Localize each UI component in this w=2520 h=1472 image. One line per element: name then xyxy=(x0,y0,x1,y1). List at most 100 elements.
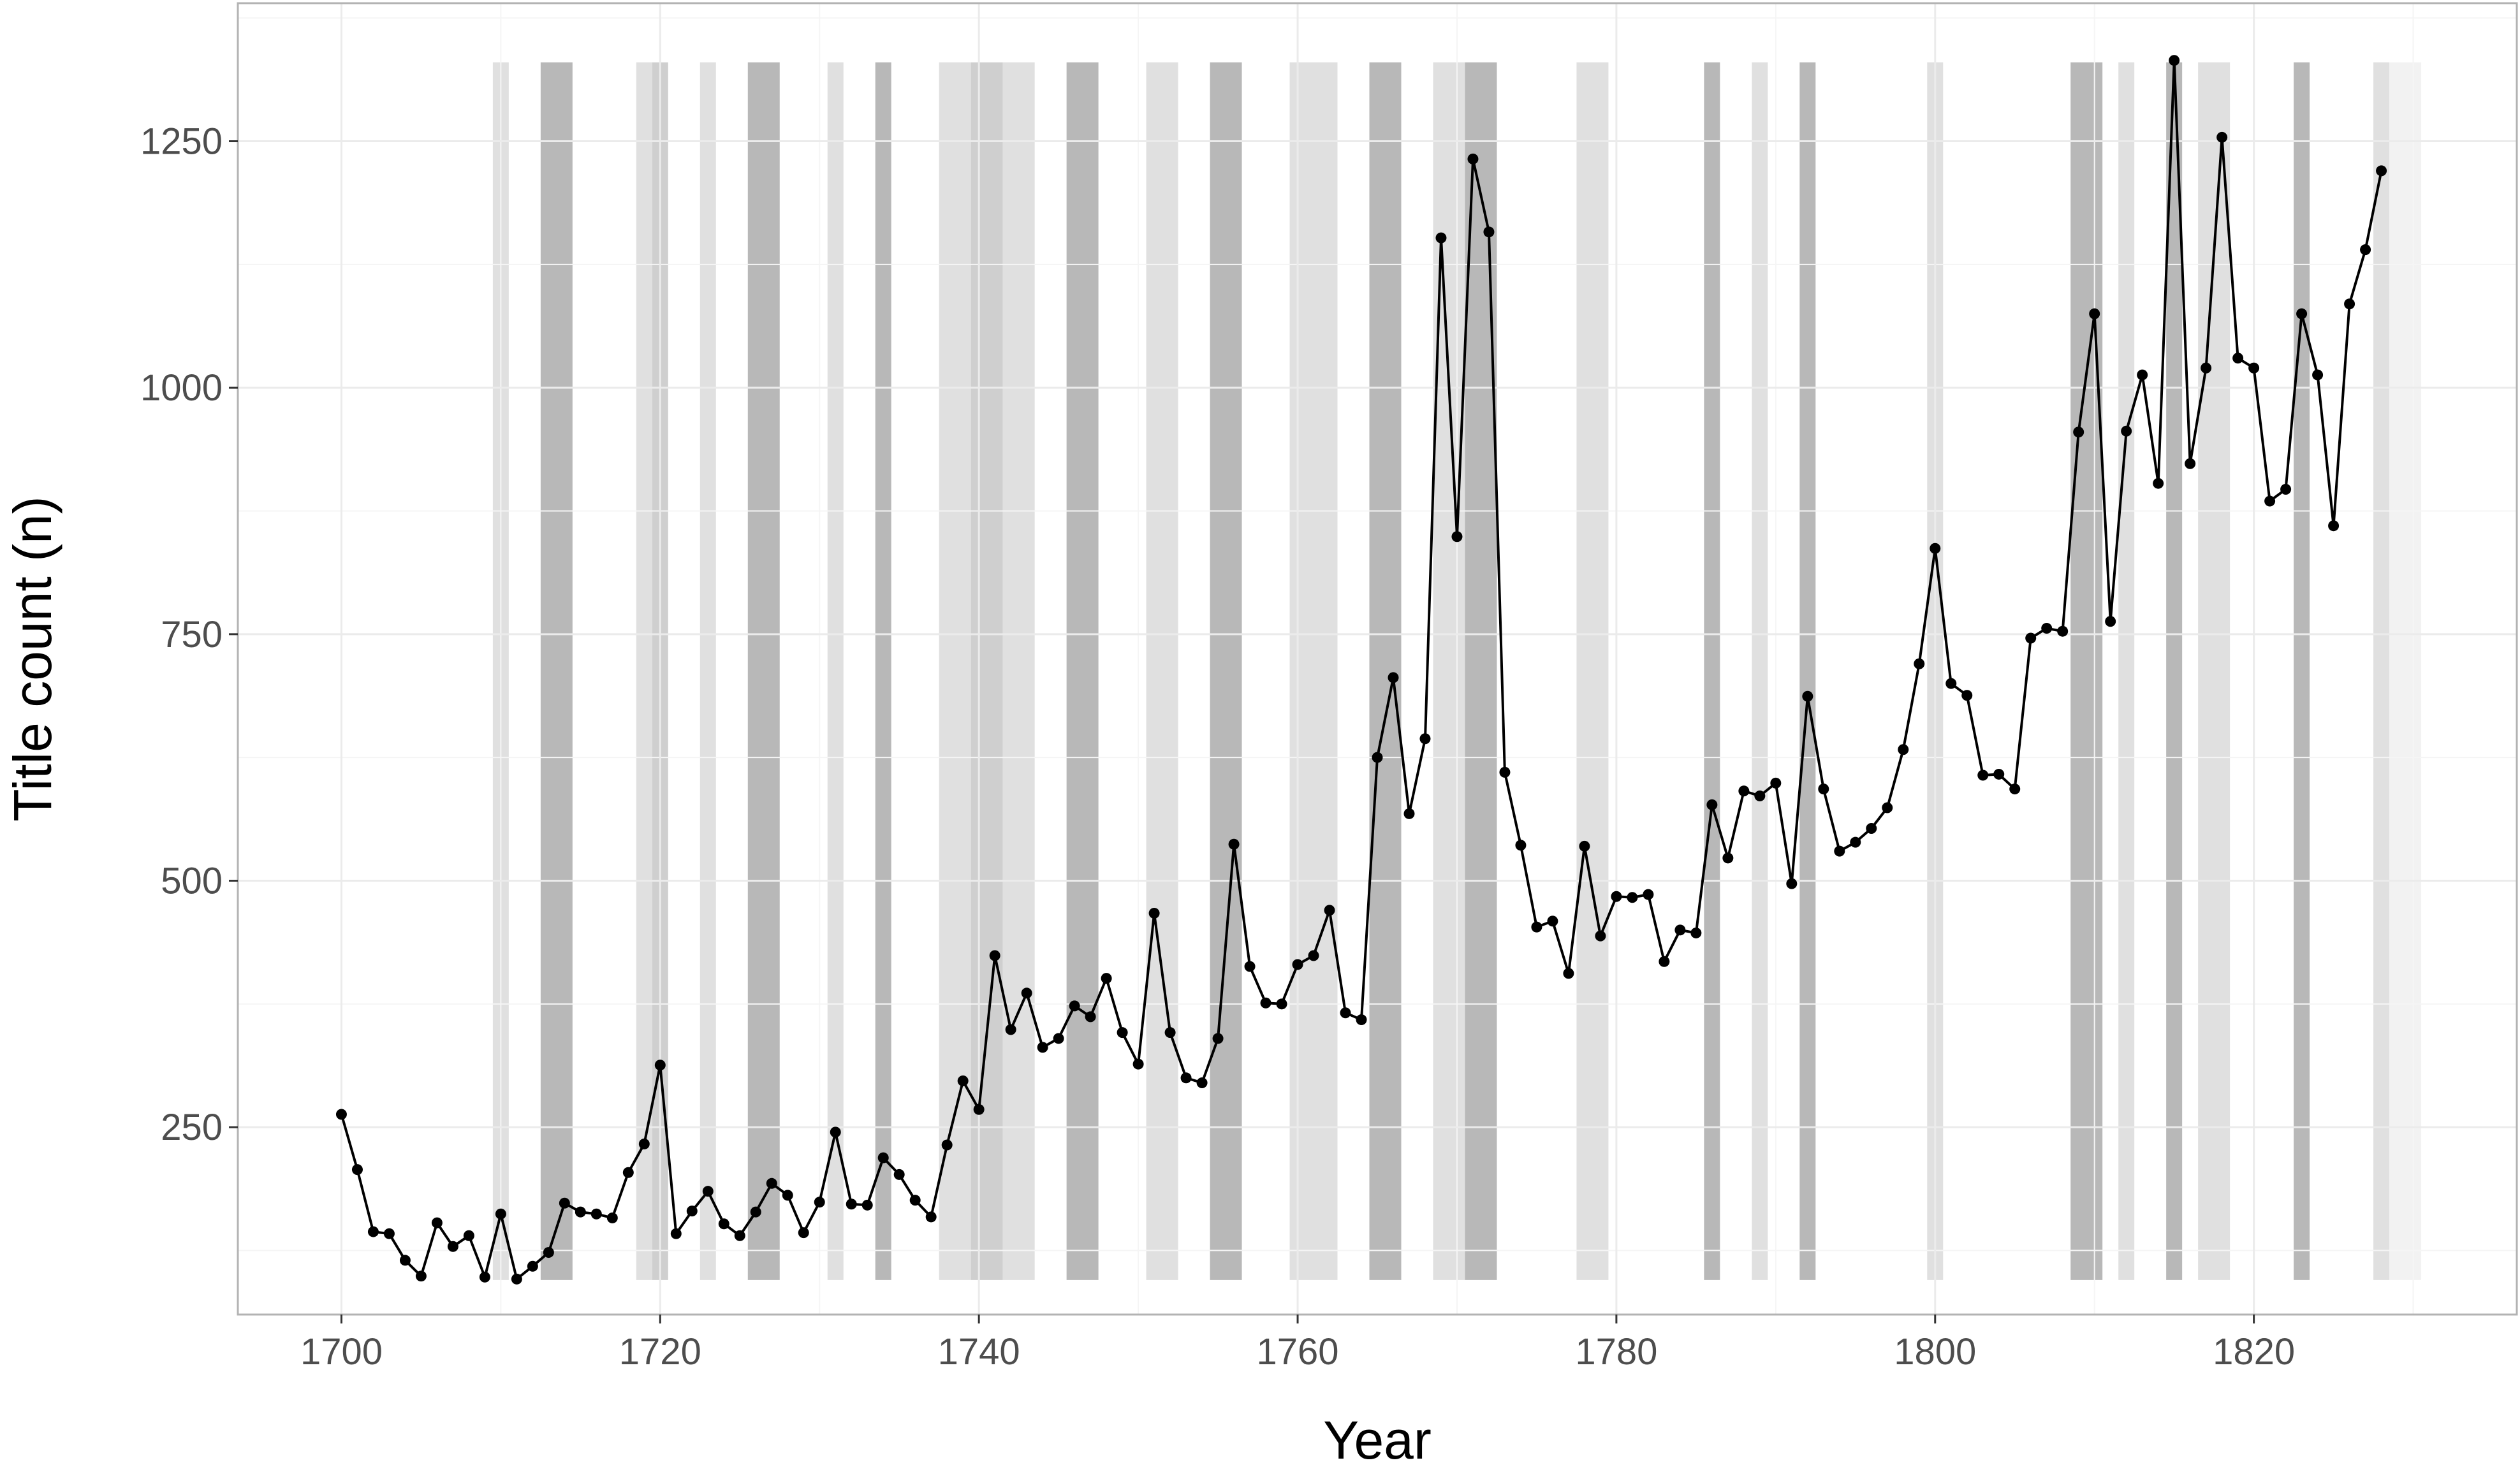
data-point xyxy=(1435,232,1447,244)
data-point xyxy=(1053,1033,1064,1044)
data-point xyxy=(1101,973,1112,984)
shaded-period-12 xyxy=(1146,62,1178,1280)
shaded-period-7 xyxy=(875,62,891,1280)
data-point xyxy=(1403,808,1415,819)
data-point xyxy=(782,1190,793,1201)
data-point xyxy=(1292,959,1303,970)
data-point xyxy=(1244,961,1256,972)
shaded-period-8 xyxy=(939,62,971,1280)
data-point xyxy=(989,950,1000,961)
data-point xyxy=(543,1247,554,1258)
data-point xyxy=(766,1177,777,1189)
data-point xyxy=(559,1197,570,1209)
data-point xyxy=(941,1139,953,1151)
data-point xyxy=(1722,852,1734,864)
data-point xyxy=(511,1273,522,1285)
data-point xyxy=(1180,1072,1192,1084)
y-tick-label: 1250 xyxy=(140,121,223,163)
data-point xyxy=(622,1167,634,1178)
data-point xyxy=(734,1230,745,1241)
shaded-period-2 xyxy=(636,62,652,1280)
data-point xyxy=(431,1217,443,1228)
data-point xyxy=(1148,908,1160,919)
x-tick-label: 1700 xyxy=(300,1331,383,1373)
data-point xyxy=(1531,921,1542,933)
data-point xyxy=(1547,915,1558,927)
data-point xyxy=(654,1060,666,1071)
data-point xyxy=(718,1218,729,1230)
shaded-period-25 xyxy=(2166,62,2183,1280)
data-point xyxy=(1914,658,1925,669)
data-point xyxy=(1388,672,1399,683)
shaded-period-10 xyxy=(1002,62,1035,1280)
gridlines xyxy=(238,3,2517,1315)
data-point xyxy=(463,1230,474,1241)
data-point xyxy=(1818,783,1829,795)
data-point xyxy=(367,1226,379,1237)
data-point xyxy=(1069,1000,1080,1012)
data-point xyxy=(1627,892,1638,903)
data-point xyxy=(383,1228,395,1239)
data-point xyxy=(1659,956,1670,967)
data-point xyxy=(670,1228,682,1239)
data-point xyxy=(2312,369,2324,381)
panel-border xyxy=(237,2,2518,1316)
data-point xyxy=(1196,1077,1208,1089)
data-point xyxy=(1340,1007,1351,1019)
shaded-period-27 xyxy=(2294,62,2310,1280)
data-point xyxy=(1499,766,1511,778)
data-point xyxy=(2328,520,2340,532)
data-point xyxy=(1037,1042,1048,1053)
shaded-period-6 xyxy=(827,62,844,1280)
data-point xyxy=(2280,483,2292,495)
shaded-period-18 xyxy=(1576,62,1609,1280)
data-point xyxy=(1276,998,1287,1010)
shaded-period-17 xyxy=(1465,62,1497,1280)
data-point xyxy=(2089,308,2100,319)
data-point xyxy=(1595,930,1606,942)
data-point xyxy=(1451,531,1463,543)
x-tick-label: 1800 xyxy=(1894,1331,1976,1373)
shaded-period-28 xyxy=(2373,62,2390,1280)
data-point xyxy=(925,1211,937,1223)
data-point xyxy=(1579,840,1590,852)
data-point xyxy=(1164,1027,1176,1038)
y-axis-title: Title count (n) xyxy=(3,496,62,821)
x-tick-label: 1780 xyxy=(1575,1331,1657,1373)
data-point xyxy=(415,1271,427,1282)
data-point xyxy=(2009,783,2021,795)
data-point xyxy=(2057,625,2069,637)
shaded-period-19 xyxy=(1704,62,1720,1280)
shaded-period-11 xyxy=(1066,62,1099,1280)
data-point xyxy=(2025,632,2037,644)
data-point xyxy=(1324,905,1335,916)
x-tick-label: 1720 xyxy=(619,1331,701,1373)
data-point xyxy=(2216,131,2228,143)
shaded-period-16 xyxy=(1433,62,1465,1280)
data-point xyxy=(1117,1027,1128,1038)
shaded-period-20 xyxy=(1752,62,1768,1280)
data-point xyxy=(1643,889,1654,900)
axes: 1700 1720 1740 1760 1780 1800 1820 250 500 750 100… xyxy=(140,121,2295,1373)
data-point xyxy=(2296,308,2308,319)
data-point xyxy=(2376,165,2387,177)
data-point xyxy=(1212,1033,1224,1044)
shaded-period-23 xyxy=(2070,62,2103,1280)
data-point xyxy=(1228,838,1240,850)
data-point xyxy=(1930,543,1941,554)
data-point xyxy=(2041,623,2053,634)
data-point xyxy=(1993,768,2005,780)
y-tick-label: 500 xyxy=(161,860,223,901)
data-point xyxy=(2248,362,2260,374)
x-tick-label: 1740 xyxy=(938,1331,1020,1373)
data-point xyxy=(1419,733,1431,745)
y-tick-label: 1000 xyxy=(140,367,223,409)
data-point xyxy=(606,1212,618,1223)
data-point xyxy=(750,1206,761,1218)
data-point xyxy=(702,1186,714,1197)
data-point xyxy=(1611,891,1622,902)
data-point xyxy=(1372,752,1383,763)
x-axis-title: Year xyxy=(1323,1410,1432,1469)
